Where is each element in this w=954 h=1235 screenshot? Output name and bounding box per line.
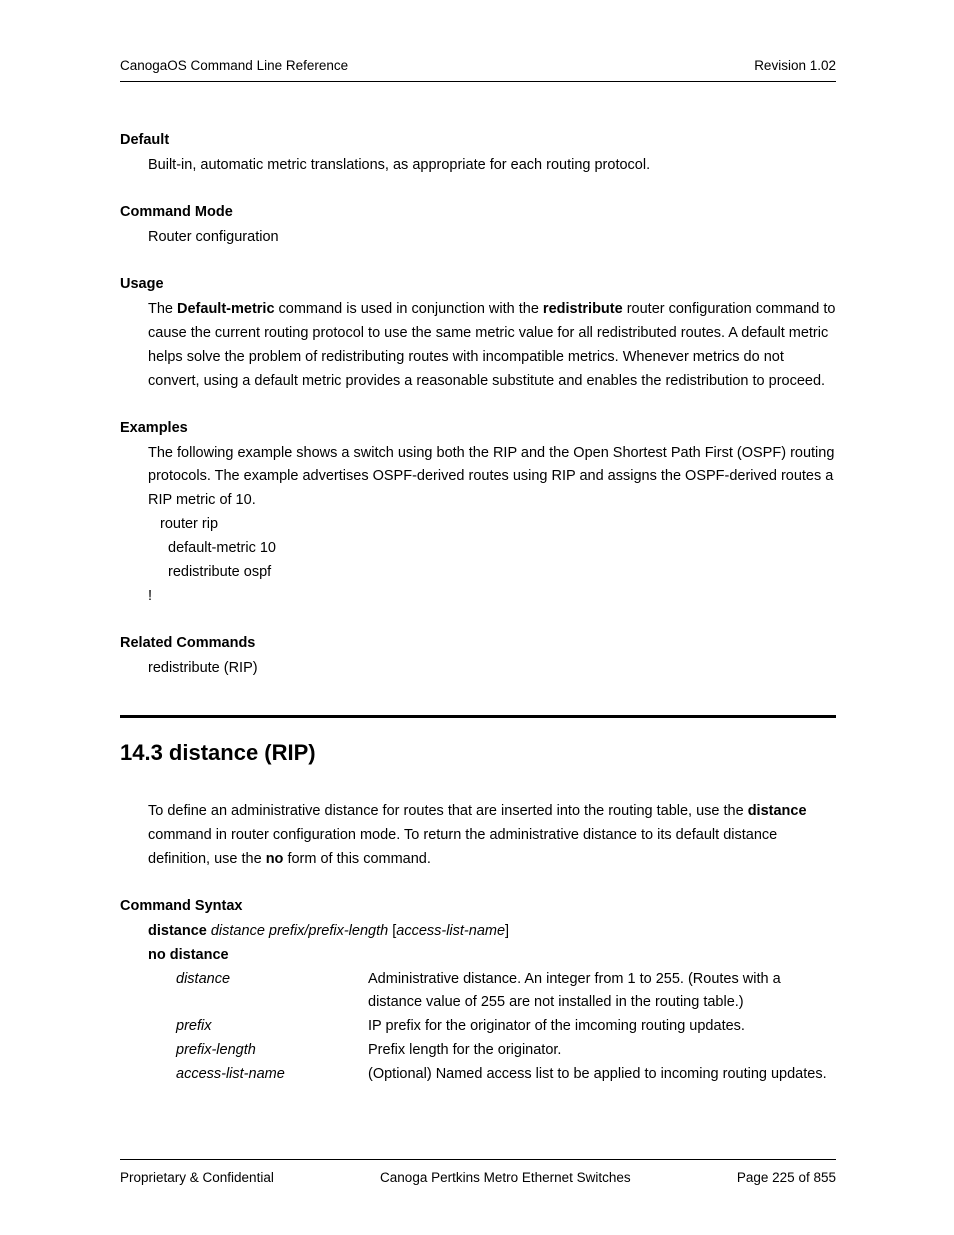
syntax-line-1: distance distance prefix/prefix-length [… [148, 920, 836, 944]
syn-i: distance prefix/prefix-length [207, 923, 392, 939]
page-header: CanogaOS Command Line Reference Revision… [120, 58, 836, 82]
text-examples-intro: The following example shows a switch usi… [148, 442, 836, 514]
code-l4: ! [148, 585, 836, 609]
param-row: prefix-length Prefix length for the orig… [176, 1039, 836, 1063]
param-desc: Prefix length for the originator. [368, 1039, 836, 1063]
usage-b1: Default-metric [177, 301, 275, 317]
distance-intro: To define an administrative distance for… [148, 800, 836, 872]
code-l1: router rip [160, 513, 836, 537]
text-command-mode: Router configuration [148, 226, 836, 250]
syn-i2: access-list-name [396, 923, 505, 939]
page-footer: Proprietary & Confidential Canoga Pertki… [120, 1159, 836, 1185]
code-l2: default-metric 10 [168, 537, 836, 561]
syn-b: distance [148, 923, 207, 939]
footer-center: Canoga Pertkins Metro Ethernet Switches [380, 1170, 631, 1185]
syntax-line-2: no distance [148, 944, 836, 968]
header-right: Revision 1.02 [754, 58, 836, 73]
heading-command-mode: Command Mode [120, 204, 836, 220]
param-row: prefix IP prefix for the originator of t… [176, 1015, 836, 1039]
param-name: distance [176, 968, 368, 1016]
dist-post: form of this command. [283, 851, 430, 867]
usage-b2: redistribute [543, 301, 623, 317]
usage-pre1: The [148, 301, 177, 317]
param-row: distance Administrative distance. An int… [176, 968, 836, 1016]
heading-usage: Usage [120, 276, 836, 292]
text-related: redistribute (RIP) [148, 657, 836, 681]
param-desc: IP prefix for the originator of the imco… [368, 1015, 836, 1039]
main-title: 14.3 distance (RIP) [120, 740, 836, 766]
dist-b2: no [266, 851, 284, 867]
heading-syntax: Command Syntax [120, 898, 836, 914]
heading-default: Default [120, 132, 836, 148]
footer-left: Proprietary & Confidential [120, 1170, 274, 1185]
dist-mid: command in router configuration mode. To… [148, 827, 777, 867]
usage-mid1: command is used in conjunction with the [275, 301, 543, 317]
document-page: CanogaOS Command Line Reference Revision… [0, 0, 954, 1235]
param-row: access-list-name (Optional) Named access… [176, 1063, 836, 1087]
code-block: router rip default-metric 10 redistribut… [148, 513, 836, 609]
footer-right: Page 225 of 855 [737, 1170, 836, 1185]
param-name: prefix [176, 1015, 368, 1039]
heading-examples: Examples [120, 420, 836, 436]
text-default: Built-in, automatic metric translations,… [148, 154, 836, 178]
text-usage: The Default-metric command is used in co… [148, 298, 836, 394]
dist-b1: distance [748, 803, 807, 819]
param-table: distance Administrative distance. An int… [176, 968, 836, 1088]
code-l3: redistribute ospf [168, 561, 836, 585]
section-divider [120, 715, 836, 718]
heading-related: Related Commands [120, 635, 836, 651]
param-name: prefix-length [176, 1039, 368, 1063]
syn-br2: ] [505, 923, 509, 939]
param-desc: Administrative distance. An integer from… [368, 968, 836, 1016]
param-name: access-list-name [176, 1063, 368, 1087]
param-desc: (Optional) Named access list to be appli… [368, 1063, 836, 1087]
header-left: CanogaOS Command Line Reference [120, 58, 348, 73]
dist-pre: To define an administrative distance for… [148, 803, 748, 819]
